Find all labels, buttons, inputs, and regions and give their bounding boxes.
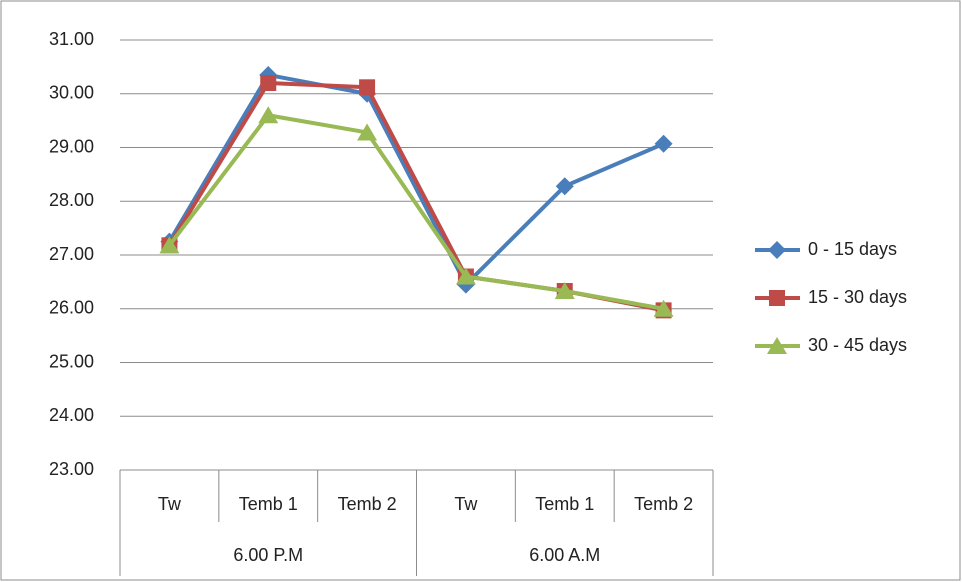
chart: 23.00 24.00 25.00 26.00 27.00 28.00 29.00 30.00…	[0, 0, 962, 582]
y-tick-label: 27.00	[49, 244, 94, 264]
y-tick-label: 29.00	[49, 136, 94, 156]
legend-marker	[769, 290, 785, 306]
x-tick-label: Temb 2	[634, 494, 693, 514]
y-tick-label: 26.00	[49, 298, 94, 318]
legend-label: 30 - 45 days	[808, 335, 907, 355]
x-tick-label: Tw	[158, 494, 182, 514]
y-tick-label: 31.00	[49, 29, 94, 49]
legend-label: 0 - 15 days	[808, 239, 897, 259]
y-tick-label: 23.00	[49, 459, 94, 479]
y-tick-label: 28.00	[49, 190, 94, 210]
x-tick-label: Temb 1	[239, 494, 298, 514]
y-tick-label: 25.00	[49, 351, 94, 371]
point-marker	[260, 75, 276, 91]
y-tick-label: 24.00	[49, 405, 94, 425]
x-tick-label: Tw	[454, 494, 478, 514]
x-group-label: 6.00 A.M	[529, 545, 600, 565]
x-tick-label: Temb 1	[535, 494, 594, 514]
x-group-label: 6.00 P.M	[233, 545, 303, 565]
point-marker	[359, 79, 375, 95]
y-tick-label: 30.00	[49, 83, 94, 103]
legend-label: 15 - 30 days	[808, 287, 907, 307]
x-tick-label: Temb 2	[338, 494, 397, 514]
